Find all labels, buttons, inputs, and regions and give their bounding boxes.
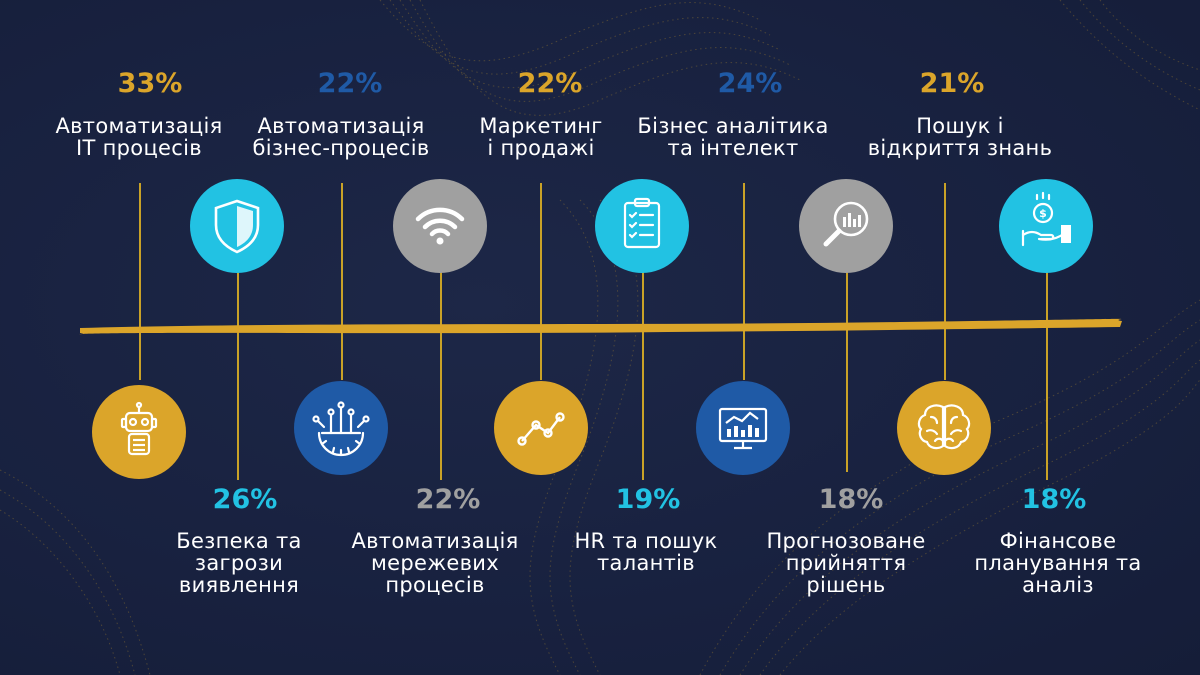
- label-line: аналіз: [1022, 573, 1094, 597]
- connector-line: [1046, 262, 1048, 480]
- connector-line: [237, 262, 239, 480]
- percent-top-2: 22%: [317, 68, 383, 99]
- label-top-1: Автоматизація IT процесів: [29, 115, 249, 159]
- connector-line: [139, 183, 141, 380]
- connector-line: [642, 262, 644, 480]
- money-hand-icon: $: [999, 179, 1093, 273]
- label-top-4: Бізнес аналітика та інтелект: [623, 115, 843, 159]
- percent-top-5: 21%: [919, 68, 985, 99]
- label-line: талантів: [597, 551, 695, 575]
- percent-bottom-4: 18%: [818, 484, 884, 515]
- label-line: IT процесів: [76, 136, 202, 160]
- label-line: та інтелект: [667, 136, 799, 160]
- magnifier-chart-icon: [799, 179, 893, 273]
- gear-circuit-icon: [294, 381, 388, 475]
- connector-line: [540, 183, 542, 380]
- label-line: Автоматизація: [257, 114, 425, 138]
- brain-icon: [897, 381, 991, 475]
- label-line: Фінансове: [999, 529, 1117, 553]
- label-bottom-1: Безпека та загрози виявлення: [129, 530, 349, 596]
- label-line: бізнес-процесів: [252, 136, 430, 160]
- percent-bottom-1: 26%: [212, 484, 278, 515]
- label-line: планування та: [974, 551, 1142, 575]
- label-line: загрози: [194, 551, 284, 575]
- connector-line: [743, 183, 745, 380]
- label-line: прийняття: [785, 551, 907, 575]
- label-line: Пошук і: [916, 114, 1004, 138]
- label-top-3: Маркетинг і продажі: [431, 115, 651, 159]
- wifi-icon: [393, 179, 487, 273]
- label-line: і продажі: [487, 136, 595, 160]
- label-line: Автоматизація: [55, 114, 223, 138]
- label-bottom-2: Автоматизація мережевих процесів: [325, 530, 545, 596]
- percent-top-3: 22%: [517, 68, 583, 99]
- label-line: процесів: [385, 573, 485, 597]
- label-line: відкриття знань: [867, 136, 1053, 160]
- connector-line: [440, 262, 442, 480]
- label-bottom-3: HR та пошук талантів: [536, 530, 756, 574]
- shield-icon: [190, 179, 284, 273]
- label-top-2: Автоматизація бізнес-процесів: [231, 115, 451, 159]
- dashboard-monitor-icon: [696, 381, 790, 475]
- percent-top-1: 33%: [117, 68, 183, 99]
- label-line: Автоматизація: [351, 529, 519, 553]
- label-line: Безпека та: [176, 529, 302, 553]
- percent-bottom-2: 22%: [415, 484, 481, 515]
- label-bottom-5: Фінансове планування та аналіз: [948, 530, 1168, 596]
- line-chart-icon: [494, 381, 588, 475]
- connector-line: [341, 183, 343, 380]
- percent-bottom-5: 18%: [1021, 484, 1087, 515]
- label-bottom-4: Прогнозоване прийняття рішень: [736, 530, 956, 596]
- label-line: Маркетинг: [479, 114, 603, 138]
- checklist-clipboard-icon: [595, 179, 689, 273]
- label-line: Прогнозоване: [766, 529, 926, 553]
- label-line: мережевих: [370, 551, 499, 575]
- label-top-5: Пошук і відкриття знань: [850, 115, 1070, 159]
- robot-icon: [92, 385, 186, 479]
- label-line: виявлення: [178, 573, 300, 597]
- label-line: HR та пошук: [574, 529, 718, 553]
- connector-line: [944, 183, 946, 380]
- label-line: рішень: [806, 573, 886, 597]
- connector-line: [846, 262, 848, 472]
- percent-top-4: 24%: [717, 68, 783, 99]
- percent-bottom-3: 19%: [615, 484, 681, 515]
- label-line: Бізнес аналітика: [637, 114, 829, 138]
- svg-text:$: $: [1039, 207, 1047, 220]
